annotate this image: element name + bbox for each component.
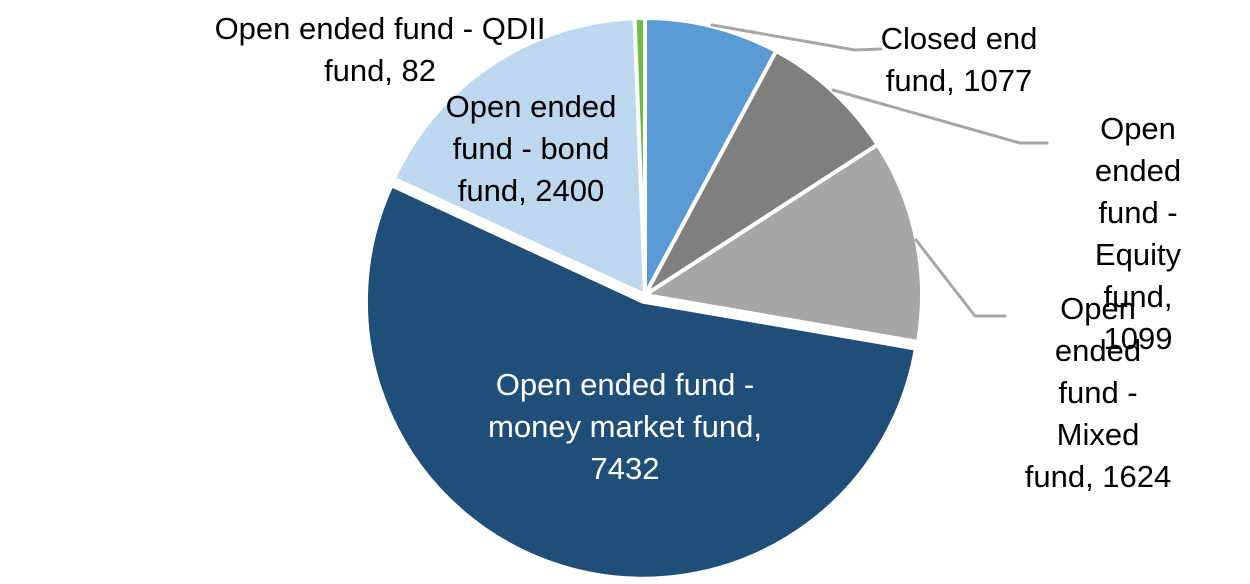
pie-slices bbox=[363, 16, 924, 581]
pie-slice-bond bbox=[391, 16, 647, 297]
data-label-equity-fund: Open ended fund - Equity fund, 1099 bbox=[1094, 111, 1182, 356]
leader-lines bbox=[710, 23, 1049, 318]
data-label-closed-end-fund: Closed end fund, 1077 bbox=[880, 21, 1038, 98]
data-label-bond-fund: Open ended fund - bond fund, 2400 bbox=[445, 89, 617, 208]
leader-line-equity bbox=[831, 88, 1049, 145]
pie-slice-money-market bbox=[363, 183, 918, 581]
leader-line-mixed bbox=[914, 238, 1007, 318]
data-label-money-market-fund: Open ended fund - money market fund, 743… bbox=[488, 367, 762, 486]
leader-line-closed-end bbox=[710, 23, 883, 52]
data-label-mixed-fund: Open ended fund - Mixed fund, 1624 bbox=[1024, 291, 1172, 494]
pie-slice-qdii bbox=[632, 16, 647, 297]
data-label-qdii-fund: Open ended fund - QDII fund, 82 bbox=[214, 11, 546, 88]
